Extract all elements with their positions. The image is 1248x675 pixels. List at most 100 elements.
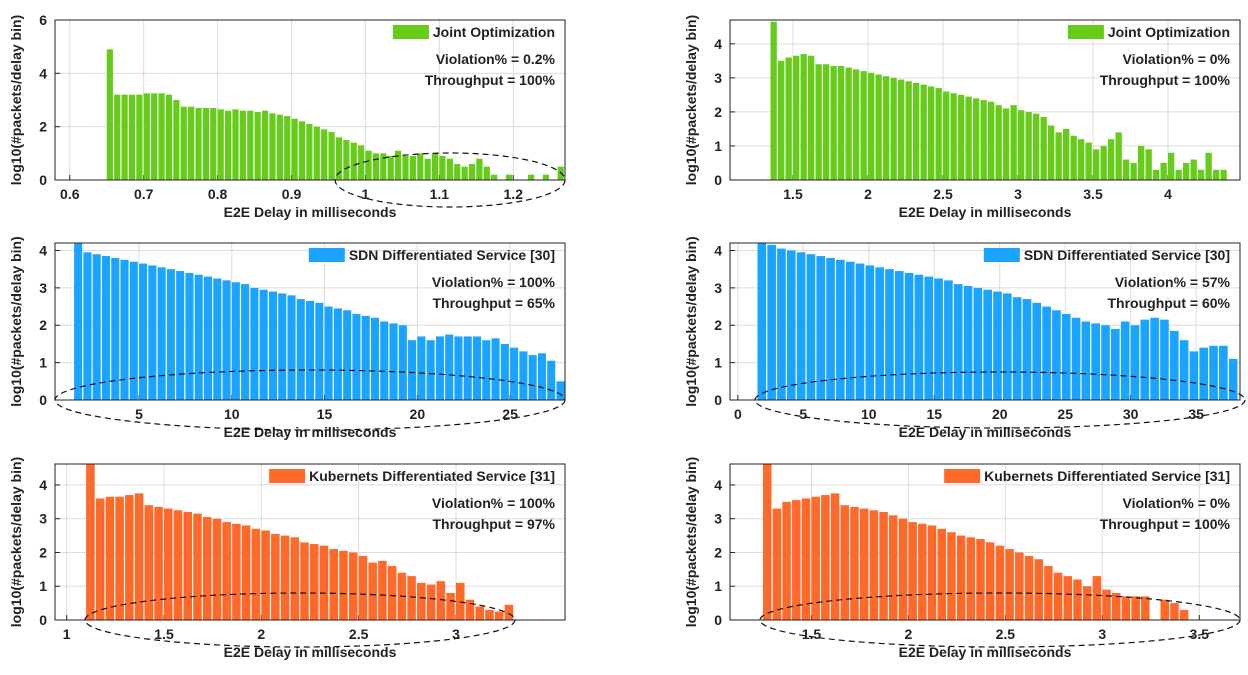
bar — [358, 555, 368, 620]
bar — [154, 506, 163, 620]
bar — [1082, 586, 1092, 620]
bar — [1093, 149, 1100, 180]
bar — [417, 153, 424, 180]
bar — [290, 537, 300, 620]
bar — [883, 76, 890, 180]
bar — [1170, 603, 1179, 620]
legend-label: Kubernets Differentiated Service [31] — [309, 468, 555, 484]
bar — [114, 94, 121, 180]
bar — [125, 495, 134, 620]
x-tick-label: 0.7 — [134, 186, 154, 202]
bar — [291, 118, 298, 180]
bar — [1140, 319, 1150, 400]
bar — [1063, 128, 1070, 180]
bar — [417, 582, 426, 620]
bar — [1061, 314, 1071, 400]
bar — [815, 64, 822, 180]
x-tick-label: 1.5 — [154, 626, 174, 642]
bar — [898, 518, 908, 620]
x-tick-label: 10 — [224, 406, 240, 422]
bar — [958, 94, 965, 180]
bar — [476, 158, 483, 180]
bar — [1130, 162, 1137, 180]
bar — [329, 549, 338, 620]
annotation: Violation% = 100% — [432, 274, 556, 290]
bar — [859, 508, 869, 620]
bar — [217, 109, 224, 180]
highlight-ellipse — [54, 369, 566, 431]
bar — [333, 308, 342, 400]
bar — [446, 158, 453, 180]
legend-swatch — [392, 25, 429, 39]
x-tick-label: 20 — [410, 406, 426, 422]
y-axis-label: log10(#packets/delay bin) — [683, 236, 699, 406]
bar — [905, 81, 912, 180]
x-tick-label: 5 — [135, 406, 143, 422]
y-tick-label: 0 — [39, 392, 47, 408]
bar — [465, 599, 475, 620]
bar — [838, 65, 845, 180]
bar — [537, 353, 546, 400]
bar — [121, 94, 128, 180]
bar — [528, 355, 537, 400]
bar — [995, 545, 1005, 620]
bar — [213, 278, 222, 400]
y-tick-label: 3 — [39, 280, 47, 296]
bar — [1102, 589, 1111, 620]
bar — [519, 351, 528, 400]
annotation: Violation% = 0.2% — [436, 51, 556, 67]
x-tick-label: 35 — [1188, 406, 1204, 422]
bar — [436, 581, 446, 620]
x-tick-label: 2.5 — [933, 186, 953, 202]
bar — [287, 295, 296, 400]
bar — [1199, 347, 1209, 400]
bar — [83, 252, 92, 400]
bar — [904, 272, 914, 400]
bar — [1175, 169, 1182, 180]
annotation: Violation% = 57% — [1115, 274, 1231, 290]
annotation: Violation% = 100% — [432, 495, 556, 511]
bar — [475, 606, 484, 620]
bar — [885, 269, 894, 400]
y-tick-label: 0 — [714, 612, 722, 628]
bar — [542, 174, 550, 180]
bar — [95, 498, 105, 620]
y-tick-label: 6 — [39, 12, 47, 28]
bar — [1120, 321, 1130, 400]
bar — [454, 336, 463, 400]
y-tick-label: 4 — [39, 65, 47, 81]
subplot: 0 1 2 3 4 1.5 2 2.5 3 3.5 E2E Delay in millisecond… — [683, 457, 1241, 660]
bar — [157, 267, 166, 400]
annotation: Throughput = 60% — [1108, 295, 1231, 311]
bar — [547, 360, 556, 400]
bar — [74, 243, 83, 400]
bar — [853, 69, 860, 180]
bar — [1070, 135, 1077, 180]
bar — [321, 129, 328, 180]
x-tick-label: 2 — [905, 626, 913, 642]
bar — [956, 535, 966, 620]
bar — [365, 150, 372, 180]
bar — [387, 156, 394, 180]
bar — [158, 93, 165, 180]
legend-swatch — [269, 469, 306, 483]
bar — [778, 60, 785, 180]
bar — [879, 511, 888, 620]
bar — [407, 576, 416, 620]
y-tick-label: 1 — [39, 578, 47, 594]
bar — [115, 496, 124, 620]
bar — [483, 166, 490, 180]
bar — [296, 299, 305, 400]
bar — [435, 336, 444, 400]
annotation: Violation% = 0% — [1123, 495, 1231, 511]
bar — [387, 565, 397, 620]
bar — [202, 108, 210, 180]
bar — [1108, 139, 1115, 180]
bar — [461, 166, 468, 180]
bar — [995, 105, 1002, 180]
bar — [173, 510, 183, 620]
bar — [310, 544, 319, 620]
bar — [482, 340, 491, 400]
bar — [254, 112, 261, 180]
bar — [836, 259, 845, 400]
